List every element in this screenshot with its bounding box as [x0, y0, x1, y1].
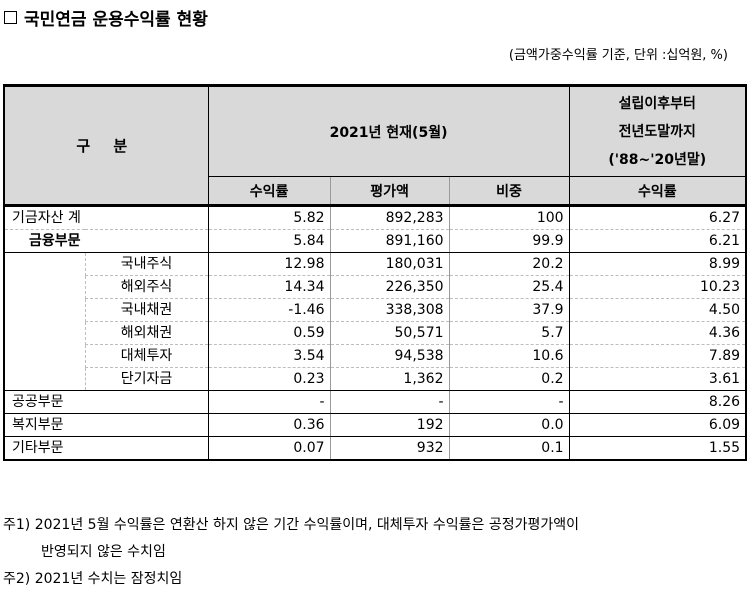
cell-value: 338,308	[329, 298, 450, 322]
cell-cum-return: 10.23	[568, 275, 748, 299]
cell-return: 0.59	[207, 321, 331, 345]
table-row: 해외주식 14.34 226,350 25.4 10.23	[4, 275, 748, 299]
cell-weight: -	[448, 390, 570, 414]
cell-value: 94,538	[329, 344, 450, 368]
row-label: 단기자금	[84, 367, 209, 391]
cell-weight: 20.2	[448, 252, 570, 276]
cell-weight: 0.0	[448, 413, 570, 437]
cell-weight: 99.9	[448, 229, 570, 253]
cell-return: 0.07	[207, 436, 331, 461]
footnote-1-continuation: 반영되지 않은 수치임	[41, 544, 166, 560]
page-title: 국민연금 운용수익률 현황	[4, 5, 208, 30]
header-cum-return: 수익률	[568, 176, 748, 207]
cell-cum-return: 6.27	[568, 205, 748, 230]
table-row: 기금자산 계 5.82 892,283 100 6.27	[2, 205, 748, 230]
table-row: 복지부문 0.36 192 0.0 6.09	[2, 413, 748, 437]
cell-cum-return: 6.09	[568, 413, 748, 437]
cell-weight: 0.1	[448, 436, 570, 461]
table-row: 기타부문 0.07 932 0.1 1.55	[2, 436, 748, 461]
row-label: 공공부문	[2, 390, 209, 414]
cell-return: 0.23	[207, 367, 331, 391]
row-label: 해외채권	[84, 321, 209, 345]
cell-value: 932	[329, 436, 450, 461]
header-current-period: 2021년 현재(5월)	[207, 84, 570, 177]
cell-weight: 5.7	[448, 321, 570, 345]
cell-value: 226,350	[329, 275, 450, 299]
footnote-2: 주2) 2021년 수치는 잠정치임	[3, 571, 183, 587]
footnote-1: 주1) 2021년 5월 수익률은 연환산 하지 않은 기간 수익률이며, 대체…	[3, 517, 579, 533]
cell-cum-return: 7.89	[568, 344, 748, 368]
cell-weight: 25.4	[448, 275, 570, 299]
table-row: 대체투자 3.54 94,538 10.6 7.89	[4, 344, 748, 368]
title-text: 국민연금 운용수익률 현황	[24, 10, 208, 30]
cell-return: -1.46	[207, 298, 331, 322]
table-row: 국내주식 12.98 180,031 20.2 8.99	[3, 252, 748, 391]
cell-return: 12.98	[207, 252, 331, 276]
header-since-line3: ('88~'20년말)	[608, 151, 707, 168]
cell-cum-return: 6.21	[568, 229, 748, 253]
cell-weight: 10.6	[448, 344, 570, 368]
cell-weight: 100	[448, 205, 570, 230]
cell-return: 5.84	[207, 229, 331, 253]
table-row: 단기자금 0.23 1,362 0.2 3.61	[4, 367, 748, 391]
header-since-line2: 전년도말까지	[618, 123, 696, 140]
indent-spacer	[3, 252, 85, 391]
cell-cum-return: 3.61	[568, 367, 748, 391]
footnotes: 주1) 2021년 5월 수익률은 연환산 하지 않은 기간 수익률이며, 대체…	[3, 512, 579, 593]
table-row: 해외채권 0.59 50,571 5.7 4.36	[4, 321, 748, 345]
header-value: 평가액	[329, 176, 450, 207]
row-label: 금융부문	[2, 229, 209, 253]
header-weight: 비중	[448, 176, 570, 207]
header-return: 수익률	[207, 176, 331, 207]
row-label: 기타부문	[2, 436, 209, 461]
cell-return: -	[207, 390, 331, 414]
table-row: 금융부문 5.84 891,160 99.9 6.21	[2, 229, 748, 253]
cell-return: 14.34	[207, 275, 331, 299]
cell-value: 892,283	[329, 205, 450, 230]
table-row: 공공부문 - - - 8.26	[2, 390, 748, 414]
cell-cum-return: 8.26	[568, 390, 748, 414]
table-row: 국내채권 -1.46 338,308 37.9 4.50	[4, 298, 748, 322]
row-label: 복지부문	[2, 413, 209, 437]
row-label: 해외주식	[84, 275, 209, 299]
cell-value: 891,160	[329, 229, 450, 253]
cell-return: 3.54	[207, 344, 331, 368]
cell-cum-return: 1.55	[568, 436, 748, 461]
cell-value: 192	[329, 413, 450, 437]
cell-cum-return: 4.50	[568, 298, 748, 322]
header-since-inception: 설립이후부터 전년도말까지 ('88~'20년말)	[568, 84, 748, 177]
cell-value: 50,571	[329, 321, 450, 345]
cell-value: -	[329, 390, 450, 414]
cell-value: 180,031	[329, 252, 450, 276]
cell-cum-return: 4.36	[568, 321, 748, 345]
row-label: 국내채권	[84, 298, 209, 322]
returns-table: 구 분 2021년 현재(5월) 설립이후부터 전년도말까지 ('88~'20년…	[2, 84, 748, 461]
cell-return: 5.82	[207, 205, 331, 230]
unit-note: (금액가중수익률 기준, 단위 :십억원, %)	[508, 48, 728, 63]
row-label: 대체투자	[84, 344, 209, 368]
cell-weight: 0.2	[448, 367, 570, 391]
row-label: 기금자산 계	[2, 205, 209, 230]
header-gubun: 구 분	[2, 84, 209, 207]
cell-return: 0.36	[207, 413, 331, 437]
cell-value: 1,362	[329, 367, 450, 391]
row-label: 국내주식	[84, 252, 209, 276]
cell-weight: 37.9	[448, 298, 570, 322]
checkbox-square-icon	[4, 11, 17, 24]
header-since-line1: 설립이후부터	[618, 95, 696, 112]
cell-cum-return: 8.99	[568, 252, 748, 276]
